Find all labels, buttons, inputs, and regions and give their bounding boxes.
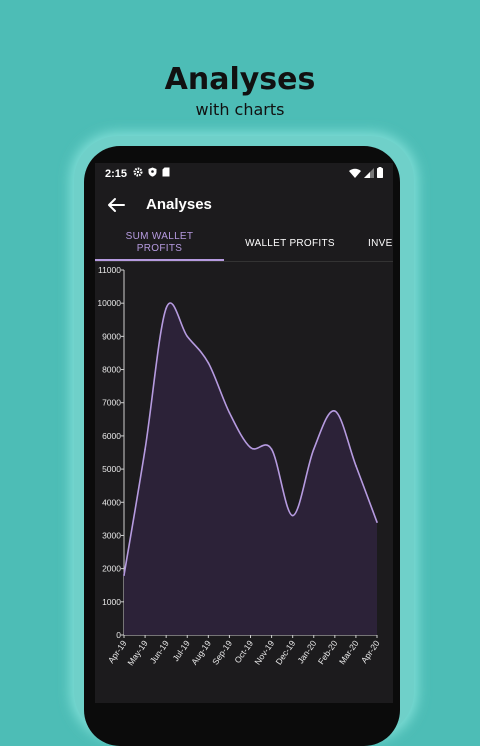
shield-icon [148,167,157,177]
chart-area: 0 1000 2000 3000 4000 5000 6000 7000 8000 9000 100… [95,262,393,703]
app-bar: Analyses [95,187,393,227]
y-tick-label: 4000 [102,497,121,507]
data-point [334,410,336,412]
x-tick-label: Aug-19 [189,638,213,666]
y-tick-label: 6000 [102,431,121,441]
x-tick-label: Nov-19 [252,638,276,666]
y-tick-label: 7000 [102,398,121,408]
data-point [270,448,273,450]
wifi-icon [349,168,361,178]
status-right-icons [349,167,383,178]
data-point [312,448,315,450]
sim-card-icon [162,167,170,177]
status-time: 2:15 [105,168,128,180]
tab-label: INVE [368,238,393,249]
data-point [207,362,210,364]
y-tick-label: 11000 [98,265,121,275]
gear-icon [133,167,143,177]
tab-label: WALLET PROFITS [245,238,335,249]
y-tick-label: 3000 [102,530,121,540]
promo-title: Analyses [164,62,316,97]
y-tick-label: 2000 [102,564,121,574]
data-point [355,464,357,467]
area-chart: 0 1000 2000 3000 4000 5000 6000 7000 8000 9000 100… [97,265,382,667]
x-tick-label: Mar-20 [337,638,361,666]
y-tick-label: 8000 [102,365,121,375]
y-tick-label: 10000 [97,298,121,308]
tab-label: SUM WALLET PROFITS [125,231,194,254]
data-point [228,411,231,414]
data-point [123,574,125,577]
x-tick-label: Jan-20 [295,638,318,665]
signal-icon [364,167,374,178]
data-point [165,307,167,309]
tab-bar: SUM WALLET PROFITS WALLET PROFITS INVE [95,227,393,262]
data-point [291,514,294,517]
promo-subtitle: with charts [195,100,285,119]
series-line [123,302,378,576]
x-tick-label: May-19 [125,638,150,667]
x-tick-label: Apr-20 [359,638,382,665]
x-tick-label: Feb-20 [316,638,340,666]
page-title: Analyses [146,196,212,213]
x-tick-label: Jun-19 [148,638,171,665]
y-tick-label: 0 [116,630,121,640]
x-tick-label: Sep-19 [210,638,234,666]
y-tick-label: 1000 [102,597,121,607]
x-tick-label: Jul-19 [170,638,192,663]
tab-sum-wallet-profits[interactable]: SUM WALLET PROFITS [95,227,224,261]
data-point [376,521,378,523]
battery-icon [377,167,383,178]
tab-investments[interactable]: INVE [356,227,393,261]
app-screen: 2:15 [95,163,393,703]
y-tick-label: 9000 [102,331,121,341]
data-point [186,335,189,338]
status-left-icons [133,167,170,177]
data-point [249,446,252,449]
x-tick-label: Dec-19 [273,638,297,666]
status-bar: 2:15 [95,163,393,187]
series-area [124,302,377,635]
data-point [144,448,146,450]
arrow-left-icon[interactable] [103,192,129,218]
y-tick-label: 5000 [102,464,121,474]
tab-wallet-profits[interactable]: WALLET PROFITS [224,227,356,261]
